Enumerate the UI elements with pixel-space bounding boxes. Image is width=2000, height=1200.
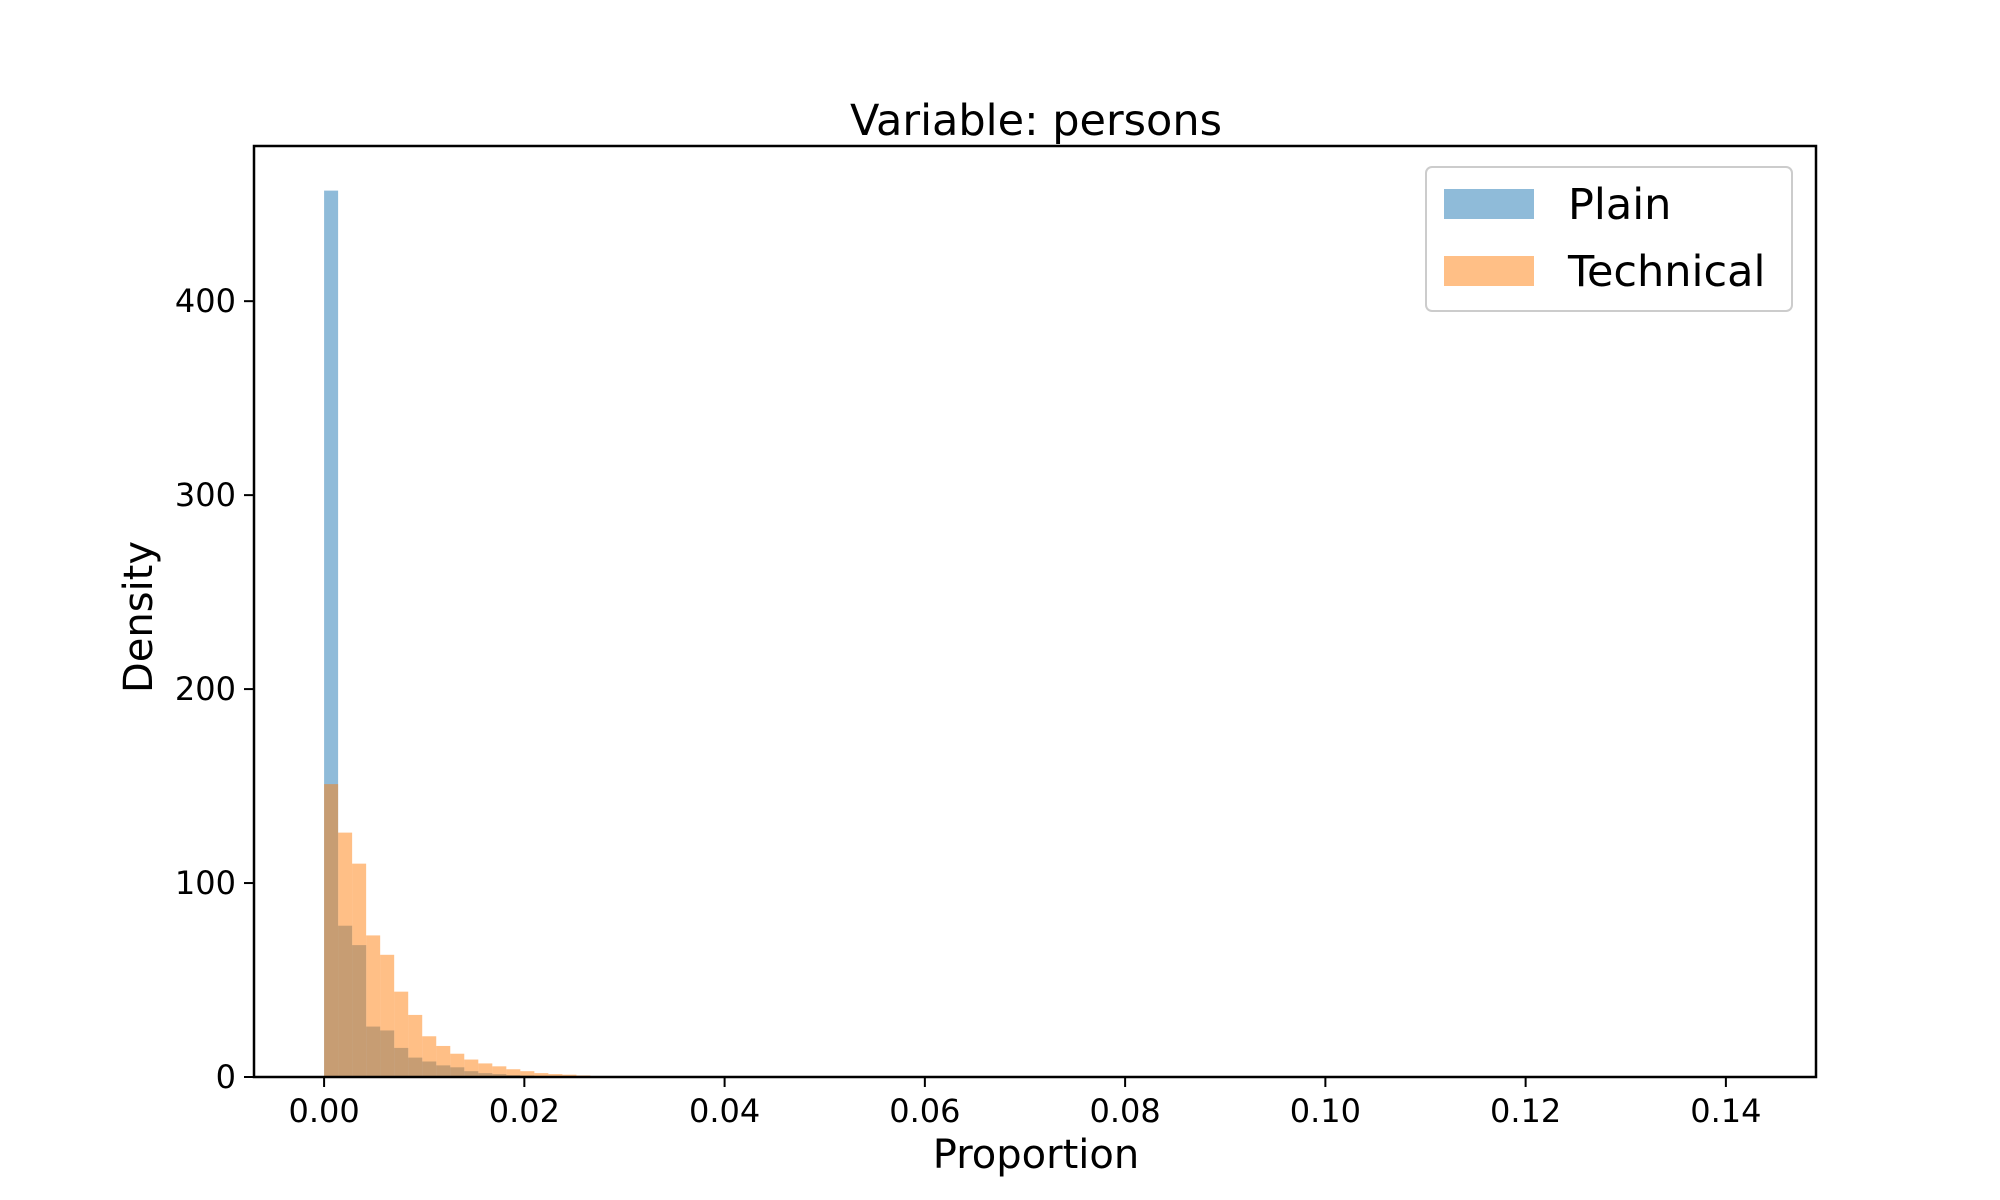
bar-technical-5 — [394, 991, 409, 1077]
x-tick-label-7: 0.14 — [1690, 1092, 1761, 1130]
bar-technical-14 — [520, 1071, 535, 1077]
x-axis-label: Proportion — [933, 1132, 1139, 1178]
bar-technical-4 — [380, 954, 395, 1077]
x-tick-label-0: 0.00 — [288, 1092, 359, 1130]
y-tick-label-2: 200 — [175, 670, 236, 708]
bar-technical-3 — [366, 935, 381, 1077]
legend-label-plain: Plain — [1568, 180, 1671, 230]
legend-swatch-plain — [1444, 189, 1534, 219]
x-tick-label-6: 0.12 — [1490, 1092, 1561, 1130]
bar-technical-7 — [422, 1036, 437, 1077]
y-tick-label-1: 100 — [175, 864, 236, 902]
legend: Plain Technical — [1425, 166, 1793, 312]
y-tick-label-3: 300 — [175, 476, 236, 514]
bar-technical-1 — [338, 832, 353, 1077]
x-tick-label-3: 0.06 — [889, 1092, 960, 1130]
bar-technical-13 — [506, 1069, 521, 1077]
x-tick-label-5: 0.10 — [1290, 1092, 1361, 1130]
y-tick-label-0: 0 — [216, 1058, 236, 1096]
series-technical — [324, 784, 605, 1077]
legend-label-technical: Technical — [1567, 247, 1765, 297]
bar-technical-16 — [548, 1074, 563, 1077]
bar-technical-6 — [408, 1014, 423, 1077]
legend-swatch-technical — [1444, 256, 1534, 286]
bar-technical-11 — [478, 1063, 493, 1077]
x-tick-label-2: 0.04 — [689, 1092, 760, 1130]
bar-technical-15 — [534, 1073, 549, 1077]
y-tick-label-4: 400 — [175, 282, 236, 320]
bar-technical-0 — [324, 784, 339, 1077]
plot-frame — [252, 144, 1818, 1079]
x-tick-label-1: 0.02 — [489, 1092, 560, 1130]
bar-technical-8 — [436, 1045, 451, 1077]
x-tick-label-4: 0.08 — [1089, 1092, 1160, 1130]
bar-technical-10 — [464, 1059, 479, 1077]
bar-technical-12 — [492, 1066, 507, 1077]
bar-technical-2 — [352, 863, 367, 1077]
chart-title: Variable: persons — [850, 96, 1222, 146]
y-axis-label: Density — [116, 541, 162, 693]
bar-technical-9 — [450, 1053, 465, 1077]
